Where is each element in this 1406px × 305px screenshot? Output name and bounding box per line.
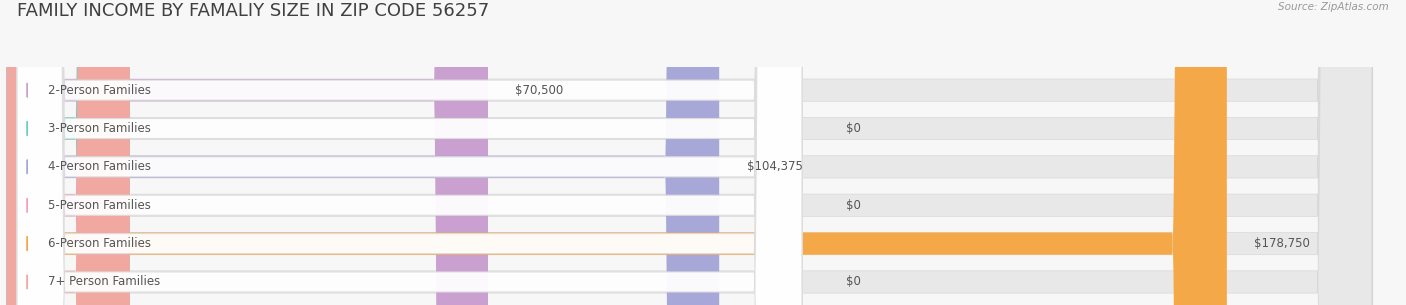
Text: 2-Person Families: 2-Person Families xyxy=(48,84,150,97)
FancyBboxPatch shape xyxy=(7,0,129,305)
FancyBboxPatch shape xyxy=(17,0,801,305)
FancyBboxPatch shape xyxy=(17,0,801,305)
FancyBboxPatch shape xyxy=(7,0,488,305)
Text: 6-Person Families: 6-Person Families xyxy=(48,237,150,250)
Text: 4-Person Families: 4-Person Families xyxy=(48,160,150,173)
FancyBboxPatch shape xyxy=(7,0,1372,305)
Text: 5-Person Families: 5-Person Families xyxy=(48,199,150,212)
FancyBboxPatch shape xyxy=(7,0,1372,305)
FancyBboxPatch shape xyxy=(7,0,1372,305)
Text: $104,375: $104,375 xyxy=(747,160,803,173)
FancyBboxPatch shape xyxy=(17,0,801,305)
Text: $70,500: $70,500 xyxy=(516,84,564,97)
FancyBboxPatch shape xyxy=(7,0,129,305)
Text: $0: $0 xyxy=(846,199,862,212)
Text: Source: ZipAtlas.com: Source: ZipAtlas.com xyxy=(1278,2,1389,12)
Text: $0: $0 xyxy=(846,122,862,135)
Text: 3-Person Families: 3-Person Families xyxy=(48,122,150,135)
FancyBboxPatch shape xyxy=(7,0,720,305)
Text: FAMILY INCOME BY FAMALIY SIZE IN ZIP CODE 56257: FAMILY INCOME BY FAMALIY SIZE IN ZIP COD… xyxy=(17,2,489,20)
FancyBboxPatch shape xyxy=(7,0,1372,305)
Text: $178,750: $178,750 xyxy=(1254,237,1310,250)
FancyBboxPatch shape xyxy=(7,0,1227,305)
FancyBboxPatch shape xyxy=(17,0,801,305)
FancyBboxPatch shape xyxy=(17,0,801,305)
FancyBboxPatch shape xyxy=(7,0,129,305)
FancyBboxPatch shape xyxy=(7,0,1372,305)
Text: 7+ Person Families: 7+ Person Families xyxy=(48,275,160,289)
FancyBboxPatch shape xyxy=(17,0,801,305)
FancyBboxPatch shape xyxy=(7,0,1372,305)
Text: $0: $0 xyxy=(846,275,862,289)
